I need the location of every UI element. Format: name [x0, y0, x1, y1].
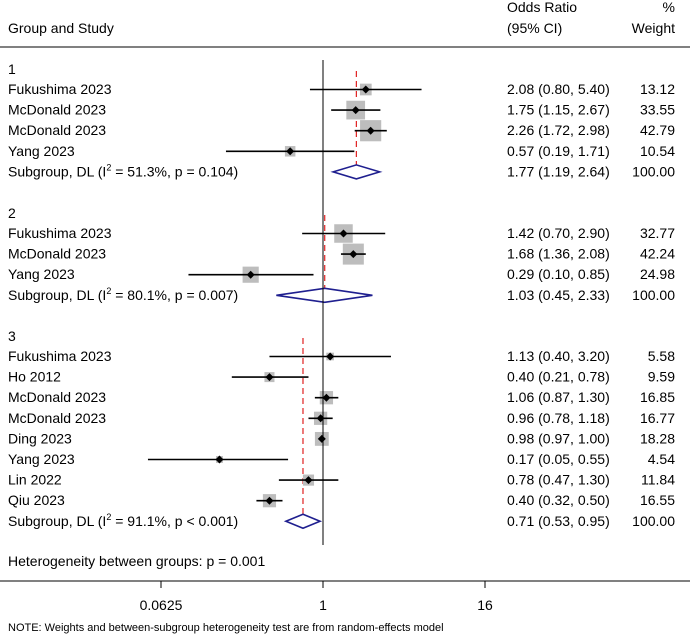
study-weight-text-1-3: 42.79 [640, 122, 675, 138]
study-point-3-6 [215, 455, 224, 464]
study-or-text-2-3: 0.29 (0.10, 0.85) [507, 266, 610, 282]
subgroup-weight-text-3: 100.00 [632, 513, 675, 529]
study-point-1-2 [351, 106, 360, 115]
study-or-text-3-8: 0.40 (0.32, 0.50) [507, 492, 610, 508]
study-point-3-3 [322, 393, 331, 402]
group-label-3: 3 [8, 328, 16, 344]
study-point-3-8 [265, 496, 274, 505]
study-weight-text-3-7: 11.84 [641, 472, 675, 488]
study-weight-text-3-3: 16.85 [640, 389, 675, 405]
forest-rows: 1 Fukushima 2023 2.08 (0.80, 5.40) 13.12 McD… [8, 60, 675, 545]
group-label-2: 2 [8, 205, 16, 221]
study-point-3-5 [317, 434, 326, 443]
study-weight-text-3-4: 16.77 [640, 410, 675, 426]
x-tick-label-0.0625: 0.0625 [140, 597, 183, 613]
subgroup-diamond-2 [276, 287, 373, 304]
header-or-line2: (95% CI) [507, 20, 562, 36]
study-or-text-1-2: 1.75 (1.15, 2.67) [507, 102, 610, 118]
x-tick-label-1: 1 [319, 597, 327, 613]
x-tick-label-16: 16 [477, 597, 493, 613]
study-or-text-3-4: 0.96 (0.78, 1.18) [507, 410, 610, 426]
subgroup-or-text-2: 1.03 (0.45, 2.33) [507, 287, 610, 303]
study-label-2-3: Yang 2023 [8, 266, 75, 282]
study-label-3-6: Yang 2023 [8, 451, 75, 467]
study-point-2-1 [339, 229, 348, 238]
study-label-2-1: Fukushima 2023 [8, 225, 112, 241]
study-weight-text-2-1: 32.77 [640, 225, 675, 241]
study-or-text-3-6: 0.17 (0.05, 0.55) [507, 451, 610, 467]
study-point-3-1 [326, 352, 335, 361]
subgroup-label-3: Subgroup, DL (I2 = 91.1%, p < 0.001) [8, 512, 238, 529]
study-weight-text-1-1: 13.12 [640, 81, 675, 97]
header-or-line1: Odds Ratio [507, 0, 577, 15]
study-or-text-3-3: 1.06 (0.87, 1.30) [507, 389, 610, 405]
study-weight-text-2-2: 42.24 [640, 246, 675, 262]
study-weight-text-3-5: 18.28 [640, 430, 675, 446]
study-label-3-5: Ding 2023 [8, 430, 72, 446]
header-study: Group and Study [8, 20, 114, 36]
study-label-3-2: Ho 2012 [8, 369, 61, 385]
study-point-2-2 [349, 250, 358, 259]
study-point-2-3 [246, 270, 255, 279]
subgroup-or-text-1: 1.77 (1.19, 2.64) [507, 163, 610, 179]
subgroup-diamond-1 [330, 164, 383, 180]
subgroup-weight-text-2: 100.00 [632, 287, 675, 303]
study-point-3-2 [265, 373, 274, 382]
study-label-3-1: Fukushima 2023 [8, 348, 112, 364]
study-weight-text-3-2: 9.59 [648, 369, 675, 385]
study-or-text-3-5: 0.98 (0.97, 1.00) [507, 430, 610, 446]
subgroup-weight-text-1: 100.00 [632, 163, 675, 179]
study-weight-text-3-6: 4.54 [648, 451, 675, 467]
study-or-text-2-2: 1.68 (1.36, 2.08) [507, 246, 610, 262]
study-or-text-1-4: 0.57 (0.19, 1.71) [507, 143, 610, 159]
subgroup-or-text-3: 0.71 (0.53, 0.95) [507, 513, 610, 529]
study-or-text-3-7: 0.78 (0.47, 1.30) [507, 472, 610, 488]
study-weight-text-3-1: 5.58 [648, 348, 675, 364]
header-weight-line2: Weight [632, 20, 675, 36]
study-point-1-4 [286, 147, 295, 156]
study-weight-text-3-8: 16.55 [640, 492, 675, 508]
study-label-2-2: McDonald 2023 [8, 246, 106, 262]
study-label-3-7: Lin 2022 [8, 472, 62, 488]
study-or-text-1-1: 2.08 (0.80, 5.40) [507, 81, 610, 97]
study-weight-text-1-2: 33.55 [640, 102, 675, 118]
footnote: NOTE: Weights and between-subgroup heter… [8, 622, 444, 634]
study-or-text-2-1: 1.42 (0.70, 2.90) [507, 225, 610, 241]
study-point-3-7 [304, 476, 313, 485]
study-label-1-4: Yang 2023 [8, 143, 75, 159]
study-point-1-1 [361, 85, 370, 94]
study-label-1-1: Fukushima 2023 [8, 81, 112, 97]
study-point-1-3 [366, 126, 375, 135]
study-label-3-3: McDonald 2023 [8, 389, 106, 405]
subgroup-diamond-3 [283, 513, 323, 530]
subgroup-label-1: Subgroup, DL (I2 = 51.3%, p = 0.104) [8, 162, 238, 179]
study-or-text-1-3: 2.26 (1.72, 2.98) [507, 122, 610, 138]
group-label-1: 1 [8, 61, 16, 77]
study-weight-text-1-4: 10.54 [640, 143, 675, 159]
study-label-1-2: McDonald 2023 [8, 102, 106, 118]
study-label-1-3: McDonald 2023 [8, 122, 106, 138]
study-or-text-3-1: 1.13 (0.40, 3.20) [507, 348, 610, 364]
heterogeneity-text: Heterogeneity between groups: p = 0.001 [8, 553, 265, 569]
study-label-3-4: McDonald 2023 [8, 410, 106, 426]
study-weight-text-2-3: 24.98 [640, 266, 675, 282]
header-weight-line1: % [663, 0, 675, 15]
x-axis-ticks: 0.0625 1 16 [140, 581, 493, 613]
study-label-3-8: Qiu 2023 [8, 492, 65, 508]
subgroup-label-2: Subgroup, DL (I2 = 80.1%, p = 0.007) [8, 286, 238, 303]
study-or-text-3-2: 0.40 (0.21, 0.78) [507, 369, 610, 385]
